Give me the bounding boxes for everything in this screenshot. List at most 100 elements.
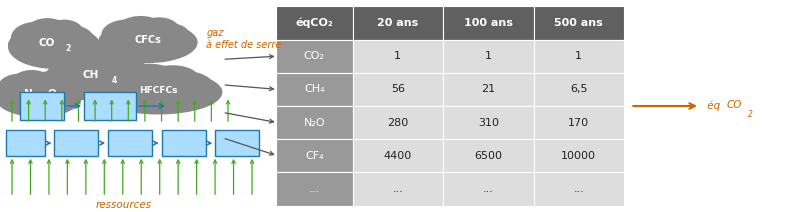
Ellipse shape — [138, 17, 180, 43]
Ellipse shape — [163, 31, 194, 51]
Text: 6500: 6500 — [474, 151, 502, 161]
Text: CO₂: CO₂ — [304, 51, 325, 61]
Text: 310: 310 — [478, 118, 498, 128]
FancyBboxPatch shape — [353, 139, 443, 172]
FancyBboxPatch shape — [353, 106, 443, 139]
FancyBboxPatch shape — [276, 40, 353, 73]
Text: 170: 170 — [568, 118, 590, 128]
Text: 1: 1 — [485, 51, 492, 61]
FancyBboxPatch shape — [276, 106, 353, 139]
FancyBboxPatch shape — [6, 130, 45, 156]
Text: 2: 2 — [748, 110, 753, 119]
Ellipse shape — [0, 76, 82, 117]
FancyBboxPatch shape — [534, 139, 624, 172]
Text: 100 ans: 100 ans — [464, 18, 513, 28]
Ellipse shape — [0, 84, 25, 106]
FancyBboxPatch shape — [84, 92, 136, 120]
Text: 280: 280 — [387, 118, 409, 128]
Text: HFCFCs: HFCFCs — [139, 86, 178, 95]
Text: CH: CH — [82, 70, 98, 80]
Ellipse shape — [117, 16, 164, 42]
FancyBboxPatch shape — [108, 130, 152, 156]
FancyBboxPatch shape — [276, 139, 353, 172]
Ellipse shape — [8, 24, 101, 69]
Text: ...: ... — [483, 184, 494, 194]
Ellipse shape — [98, 30, 133, 52]
Text: O: O — [48, 89, 56, 99]
Ellipse shape — [46, 54, 154, 101]
FancyBboxPatch shape — [215, 130, 259, 156]
Text: gaz: gaz — [206, 28, 224, 38]
Text: ...: ... — [309, 184, 320, 194]
Ellipse shape — [0, 74, 43, 104]
Ellipse shape — [102, 20, 153, 50]
Text: CO: CO — [726, 100, 742, 110]
Ellipse shape — [98, 22, 198, 63]
FancyBboxPatch shape — [443, 40, 534, 73]
Text: 2: 2 — [39, 95, 44, 104]
FancyBboxPatch shape — [276, 6, 353, 40]
Ellipse shape — [49, 51, 106, 86]
Ellipse shape — [46, 63, 84, 89]
Ellipse shape — [94, 54, 146, 86]
FancyBboxPatch shape — [162, 130, 206, 156]
Text: CFCs: CFCs — [134, 35, 162, 45]
FancyBboxPatch shape — [353, 40, 443, 73]
FancyBboxPatch shape — [443, 6, 534, 40]
Text: 20 ans: 20 ans — [377, 18, 418, 28]
Text: ...: ... — [574, 184, 584, 194]
FancyBboxPatch shape — [353, 6, 443, 40]
FancyBboxPatch shape — [276, 172, 353, 206]
Ellipse shape — [116, 64, 151, 87]
FancyBboxPatch shape — [353, 73, 443, 106]
Text: 2: 2 — [66, 44, 70, 53]
Ellipse shape — [146, 65, 199, 92]
Text: 1: 1 — [575, 51, 582, 61]
FancyBboxPatch shape — [534, 106, 624, 139]
Text: 56: 56 — [390, 84, 405, 94]
Text: ...: ... — [392, 184, 403, 194]
Text: à effet de serre: à effet de serre — [206, 39, 282, 50]
Text: 4400: 4400 — [384, 151, 412, 161]
FancyBboxPatch shape — [443, 106, 534, 139]
Text: 4: 4 — [112, 76, 117, 85]
Ellipse shape — [8, 33, 41, 57]
Ellipse shape — [50, 25, 94, 55]
Text: CO: CO — [38, 38, 54, 49]
Ellipse shape — [118, 64, 179, 92]
Text: 500 ans: 500 ans — [554, 18, 603, 28]
Text: ressources: ressources — [96, 200, 152, 210]
Ellipse shape — [52, 85, 80, 105]
Ellipse shape — [25, 18, 70, 47]
FancyBboxPatch shape — [20, 92, 64, 120]
Ellipse shape — [152, 71, 214, 100]
FancyBboxPatch shape — [443, 172, 534, 206]
FancyBboxPatch shape — [443, 73, 534, 106]
Ellipse shape — [89, 48, 135, 78]
Text: éqCO₂: éqCO₂ — [295, 18, 333, 28]
Ellipse shape — [10, 70, 53, 96]
Ellipse shape — [94, 79, 139, 103]
Text: éq: éq — [704, 101, 720, 111]
Ellipse shape — [178, 80, 218, 101]
Text: 21: 21 — [482, 84, 495, 94]
Ellipse shape — [68, 35, 98, 56]
Text: N₂O: N₂O — [303, 118, 325, 128]
Text: 1: 1 — [394, 51, 402, 61]
Text: 10000: 10000 — [562, 151, 596, 161]
Text: CF₄: CF₄ — [305, 151, 323, 161]
Text: CH₄: CH₄ — [304, 84, 325, 94]
FancyBboxPatch shape — [534, 6, 624, 40]
Ellipse shape — [98, 68, 165, 100]
Ellipse shape — [45, 20, 84, 47]
FancyBboxPatch shape — [443, 139, 534, 172]
Ellipse shape — [34, 77, 76, 104]
Ellipse shape — [66, 47, 118, 77]
Ellipse shape — [30, 71, 66, 97]
FancyBboxPatch shape — [54, 130, 98, 156]
Ellipse shape — [143, 22, 190, 50]
FancyBboxPatch shape — [534, 73, 624, 106]
Text: N: N — [24, 89, 32, 99]
FancyBboxPatch shape — [353, 172, 443, 206]
FancyBboxPatch shape — [534, 172, 624, 206]
